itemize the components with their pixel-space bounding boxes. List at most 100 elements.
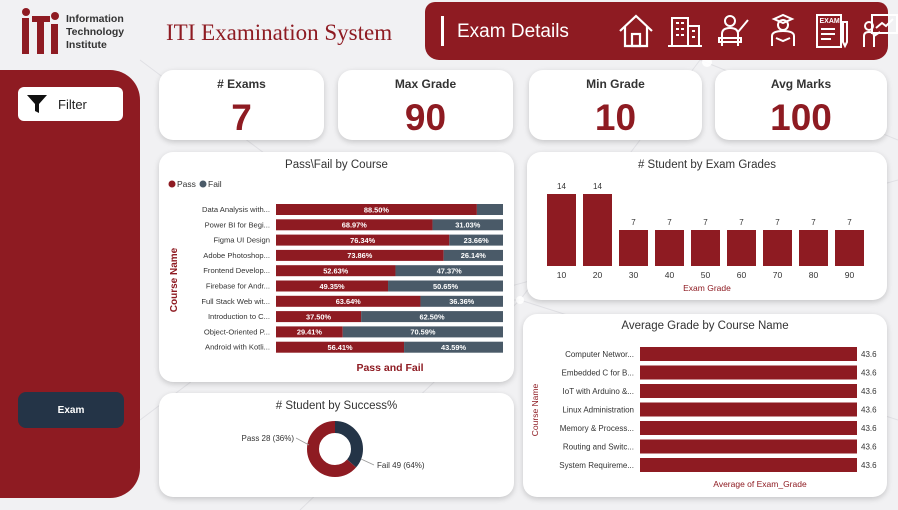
kpi-label: Max Grade bbox=[394, 77, 457, 91]
bar-value-label: 14 bbox=[593, 182, 602, 191]
fail-bar bbox=[404, 341, 503, 353]
avg-bar bbox=[640, 402, 857, 417]
legend-marker-pass bbox=[168, 180, 176, 188]
app-title: ITI Examination System bbox=[166, 20, 393, 45]
x-tick-label: 30 bbox=[629, 270, 639, 280]
fail-value-label: 36.36% bbox=[449, 297, 474, 306]
grade-bar bbox=[655, 230, 684, 266]
fail-value-label: 31.03% bbox=[455, 221, 480, 230]
fail-bar bbox=[476, 204, 503, 215]
grade-bar bbox=[691, 230, 720, 266]
donut-slice-fail bbox=[307, 421, 363, 477]
fail-bar bbox=[388, 280, 503, 292]
pass-bar bbox=[276, 249, 444, 261]
pass-value-label: 56.41% bbox=[327, 343, 352, 352]
pass-value-label: 88.50% bbox=[364, 205, 389, 214]
fail-bar bbox=[449, 234, 503, 246]
slice-label: Fail 49 (64%) bbox=[377, 461, 425, 470]
category-label: Memory & Process... bbox=[560, 424, 634, 433]
avg-bar bbox=[640, 384, 857, 398]
kpi-value: 7 bbox=[231, 97, 252, 138]
header-band: Exam Details EXAM bbox=[425, 2, 898, 60]
category-label: System Requireme... bbox=[559, 461, 634, 470]
chart-title: # Student by Success% bbox=[276, 400, 397, 412]
instructor-icon[interactable] bbox=[713, 10, 755, 52]
avg-bar bbox=[640, 421, 857, 435]
student-icon[interactable] bbox=[762, 10, 804, 52]
leader-line bbox=[295, 437, 310, 446]
sidebar: Filter Exam bbox=[0, 70, 140, 498]
category-label: Linux Administration bbox=[562, 406, 634, 415]
avg-bar bbox=[640, 347, 857, 361]
bar-value-label: 7 bbox=[703, 218, 708, 227]
slice-label: Pass 28 (36%) bbox=[242, 434, 295, 443]
chart-title: Pass\Fail by Course bbox=[285, 159, 388, 171]
pass-fail-chart: Pass\Fail by Course Pass Fail Course Name Pa… bbox=[168, 159, 503, 374]
category-label: Firebase for Andr... bbox=[206, 282, 270, 291]
home-icon[interactable] bbox=[615, 10, 657, 52]
iti-logo-mark bbox=[22, 8, 59, 54]
legend-marker-fail bbox=[199, 180, 207, 188]
grade-bar bbox=[763, 230, 792, 266]
kpi-card-exams: # Exams 7 bbox=[159, 70, 324, 140]
fail-value-label: 50.65% bbox=[433, 282, 458, 291]
chart-title: Average Grade by Course Name bbox=[621, 320, 788, 332]
bar-value-label: 14 bbox=[557, 182, 566, 191]
nav-icons: EXAM bbox=[615, 10, 898, 52]
grade-bar bbox=[799, 230, 828, 266]
category-label: Adobe Photoshop... bbox=[203, 251, 270, 260]
exam-icon[interactable]: EXAM bbox=[811, 10, 853, 52]
fail-value-label: 47.37% bbox=[437, 267, 462, 276]
bar-value-label: 43.6 bbox=[861, 424, 877, 433]
y-axis-title: Course Name bbox=[530, 384, 540, 437]
pass-value-label: 63.64% bbox=[336, 297, 361, 306]
fail-bar bbox=[342, 326, 503, 338]
filter-button[interactable]: Filter bbox=[18, 87, 123, 121]
pass-value-label: 29.41% bbox=[297, 328, 322, 337]
bar-value-label: 7 bbox=[667, 218, 672, 227]
category-label: Introduction to C... bbox=[208, 312, 270, 321]
x-tick-label: 80 bbox=[809, 270, 819, 280]
pass-bar bbox=[276, 295, 421, 307]
y-axis-title: Course Name bbox=[169, 247, 180, 312]
presenter-icon[interactable] bbox=[860, 10, 898, 52]
x-tick-label: 70 bbox=[773, 270, 783, 280]
logo-line: Institute bbox=[66, 38, 107, 51]
fail-bar bbox=[432, 219, 503, 231]
fail-bar bbox=[361, 311, 503, 323]
pass-bar bbox=[276, 326, 343, 338]
x-tick-label: 60 bbox=[737, 270, 747, 280]
x-tick-label: 50 bbox=[701, 270, 711, 280]
logo-line: Technology bbox=[66, 25, 125, 38]
avg-bar bbox=[640, 439, 857, 454]
building-icon[interactable] bbox=[664, 10, 706, 52]
bar-value-label: 43.6 bbox=[861, 350, 877, 359]
bar-value-label: 7 bbox=[811, 218, 816, 227]
fail-value-label: 26.14% bbox=[461, 251, 486, 260]
fail-value-label: 23.66% bbox=[464, 236, 489, 245]
bar-value-label: 43.6 bbox=[861, 369, 877, 378]
kpi-card-avg-marks: Avg Marks 100 bbox=[715, 70, 887, 140]
exam-grades-chart: # Student by Exam Grades 14 10 14 20 7 30 7 40 7 5… bbox=[547, 159, 864, 293]
x-tick-label: 10 bbox=[557, 270, 567, 280]
pass-value-label: 49.35% bbox=[319, 282, 344, 291]
grade-bar bbox=[583, 194, 612, 266]
success-chart: # Student by Success% Pass 28 (36%) Fail 4… bbox=[242, 400, 425, 477]
bar-value-label: 7 bbox=[847, 218, 852, 227]
pass-fail-card: Pass\Fail by Course Pass Fail Course Name Pa… bbox=[159, 152, 514, 382]
bar-value-label: 43.6 bbox=[861, 406, 877, 415]
pass-bar bbox=[276, 204, 477, 215]
fail-value-label: 70.59% bbox=[410, 328, 435, 337]
iti-logo: Information Technology Institute bbox=[20, 6, 124, 58]
pass-value-label: 76.34% bbox=[350, 236, 375, 245]
category-label: Power BI for Begi... bbox=[205, 220, 270, 229]
category-label: IoT with Arduino &... bbox=[563, 387, 634, 396]
fail-bar bbox=[443, 249, 503, 261]
pass-value-label: 52.63% bbox=[323, 267, 348, 276]
exam-button[interactable]: Exam bbox=[18, 392, 124, 428]
logo-line: Information bbox=[66, 12, 124, 25]
logo-text: Information Technology Institute bbox=[66, 13, 124, 52]
pass-value-label: 73.86% bbox=[347, 251, 372, 260]
category-label: Android with Kotli... bbox=[205, 343, 270, 352]
x-tick-label: 40 bbox=[665, 270, 675, 280]
